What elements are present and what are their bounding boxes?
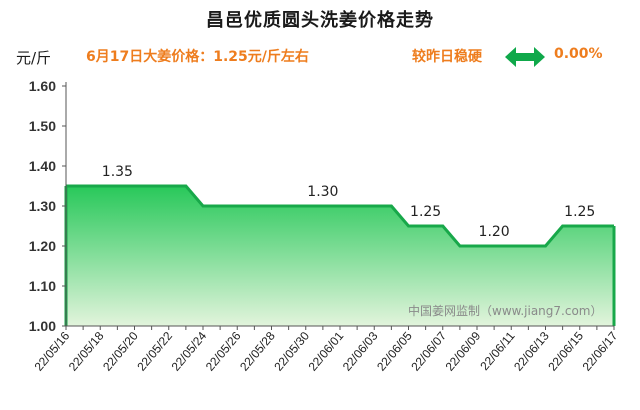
data-label: 1.25: [564, 204, 595, 220]
x-tick-label: 22/06/17: [580, 329, 621, 374]
watermark: 中国姜网监制（www.jiang7.com）: [408, 303, 602, 318]
price-note: 6月17日大姜价格：1.25元/斤左右: [86, 49, 309, 65]
y-tick-label: 1.10: [29, 278, 56, 294]
x-tick-label: 22/05/20: [100, 329, 141, 374]
y-tick-label: 1.50: [29, 118, 56, 134]
data-label: 1.30: [307, 184, 338, 200]
x-tick-label: 22/06/13: [511, 329, 552, 374]
x-tick-label: 22/06/15: [545, 329, 586, 374]
trend-percent: 0.00%: [554, 46, 603, 62]
x-tick-label: 22/06/07: [408, 329, 449, 374]
y-tick-label: 1.60: [29, 78, 56, 94]
x-tick-label: 22/05/28: [237, 329, 278, 374]
x-tick-label: 22/06/09: [443, 329, 484, 374]
data-label: 1.20: [479, 224, 510, 240]
data-label: 1.25: [410, 204, 441, 220]
x-tick-label: 22/06/01: [306, 329, 347, 374]
double-arrow-icon: [505, 47, 545, 67]
price-area-fill: [66, 186, 614, 326]
chart-title: 昌邑优质圆头洗姜价格走势: [206, 10, 434, 31]
y-tick-label: 1.20: [29, 238, 56, 254]
x-tick-label: 22/06/05: [374, 329, 415, 374]
data-label: 1.35: [102, 164, 133, 180]
trend-label: 较昨日稳硬: [412, 49, 482, 65]
x-tick-label: 22/05/18: [66, 329, 107, 374]
x-tick-label: 22/06/03: [340, 329, 381, 374]
y-tick-label: 1.40: [29, 158, 56, 174]
y-tick-label: 1.00: [29, 318, 56, 334]
price-line: [66, 184, 614, 248]
x-tick-label: 22/05/24: [169, 329, 210, 374]
x-tick-label: 22/05/30: [271, 329, 312, 374]
x-tick-label: 22/05/22: [134, 329, 175, 374]
y-tick-label: 1.30: [29, 198, 56, 214]
y-axis-unit: 元/斤: [16, 49, 52, 67]
x-tick-label: 22/05/16: [32, 329, 73, 374]
x-tick-label: 22/05/26: [203, 329, 244, 374]
